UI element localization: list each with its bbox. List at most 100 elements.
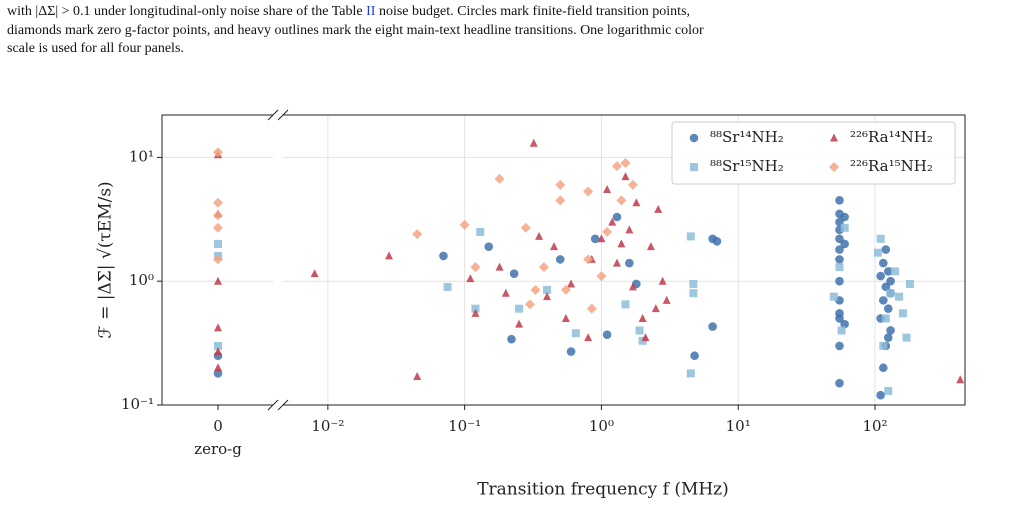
point (484, 242, 494, 251)
point (213, 222, 223, 233)
point (214, 363, 222, 372)
legend-label: ²²⁶Ra¹⁴NH₂ (850, 128, 933, 146)
point (515, 304, 524, 313)
x-tick-label: zero-g (194, 440, 242, 458)
point (524, 299, 535, 310)
legend-label: ⁸⁸Sr¹⁵NH₂ (710, 157, 784, 175)
point (213, 210, 223, 221)
point (612, 161, 623, 172)
point (895, 292, 904, 301)
legend-marker (690, 163, 698, 171)
axis-break (277, 399, 289, 411)
point (840, 223, 849, 232)
caption-line: scale is used for all four panels. (7, 41, 184, 56)
point (459, 219, 470, 230)
point (835, 255, 844, 264)
point (646, 242, 655, 251)
point (583, 186, 594, 197)
x-tick-label: 0 (213, 417, 223, 435)
point (590, 234, 600, 244)
point (214, 276, 222, 285)
point (617, 239, 626, 248)
point (881, 245, 891, 254)
point (214, 323, 222, 332)
point (638, 313, 647, 322)
point (840, 319, 849, 329)
point (214, 347, 222, 356)
point (835, 341, 844, 351)
point (712, 237, 722, 246)
point (886, 289, 895, 298)
point (625, 225, 634, 234)
point (596, 271, 607, 282)
point (651, 304, 660, 313)
point (898, 309, 907, 318)
point (310, 269, 319, 278)
point (571, 329, 580, 338)
point (412, 229, 423, 240)
caption-text: noise budget. Circles mark finite-field … (375, 4, 690, 19)
point (495, 262, 504, 271)
caption-line: with |ΔΣ| > 0.1 under longitudinal-only … (7, 4, 690, 19)
point (641, 333, 650, 342)
axis-break (267, 109, 279, 121)
point (840, 212, 849, 222)
point (602, 330, 612, 339)
point (878, 296, 888, 305)
point (535, 231, 544, 240)
point (878, 258, 888, 268)
point (689, 289, 698, 298)
point (628, 282, 637, 291)
axis-break (277, 109, 289, 121)
point (878, 363, 888, 373)
point (686, 369, 695, 378)
point (583, 254, 594, 265)
point (213, 197, 223, 208)
point (214, 239, 222, 248)
point (905, 279, 914, 288)
point (881, 314, 890, 323)
point (621, 172, 630, 181)
point (603, 185, 612, 194)
legend-marker (829, 162, 839, 172)
point (213, 369, 223, 378)
point (625, 258, 634, 268)
point (654, 204, 663, 213)
point (466, 274, 475, 283)
point (627, 179, 638, 190)
point (835, 276, 844, 286)
point (566, 347, 576, 356)
point (586, 303, 597, 314)
point (708, 322, 717, 331)
point (561, 313, 570, 322)
point (443, 282, 452, 291)
point (507, 334, 516, 344)
point (413, 371, 422, 380)
point (956, 375, 965, 384)
point (542, 292, 551, 301)
point (213, 147, 223, 158)
caption-ref[interactable]: II (366, 4, 376, 19)
axis-frame (283, 114, 966, 406)
y-tick-label: 10⁻¹ (121, 395, 154, 413)
point (890, 267, 899, 276)
x-axis-label: Transition frequency f (MHz) (477, 480, 729, 500)
point (515, 319, 524, 328)
point (501, 288, 510, 297)
y-tick-label: 10⁰ (129, 271, 154, 289)
legend-label: ⁸⁸Sr¹⁴NH₂ (710, 128, 784, 146)
point (549, 242, 558, 251)
point (471, 304, 480, 313)
legend-marker (830, 133, 838, 142)
point (690, 351, 699, 361)
point (602, 226, 613, 237)
point (662, 295, 671, 304)
point (542, 285, 551, 294)
point (686, 232, 695, 241)
point (476, 227, 485, 236)
point (835, 309, 844, 318)
point (902, 333, 911, 342)
legend-label: ²²⁶Ra¹⁵NH₂ (850, 157, 933, 175)
x-tick-label: 10¹ (726, 417, 751, 435)
